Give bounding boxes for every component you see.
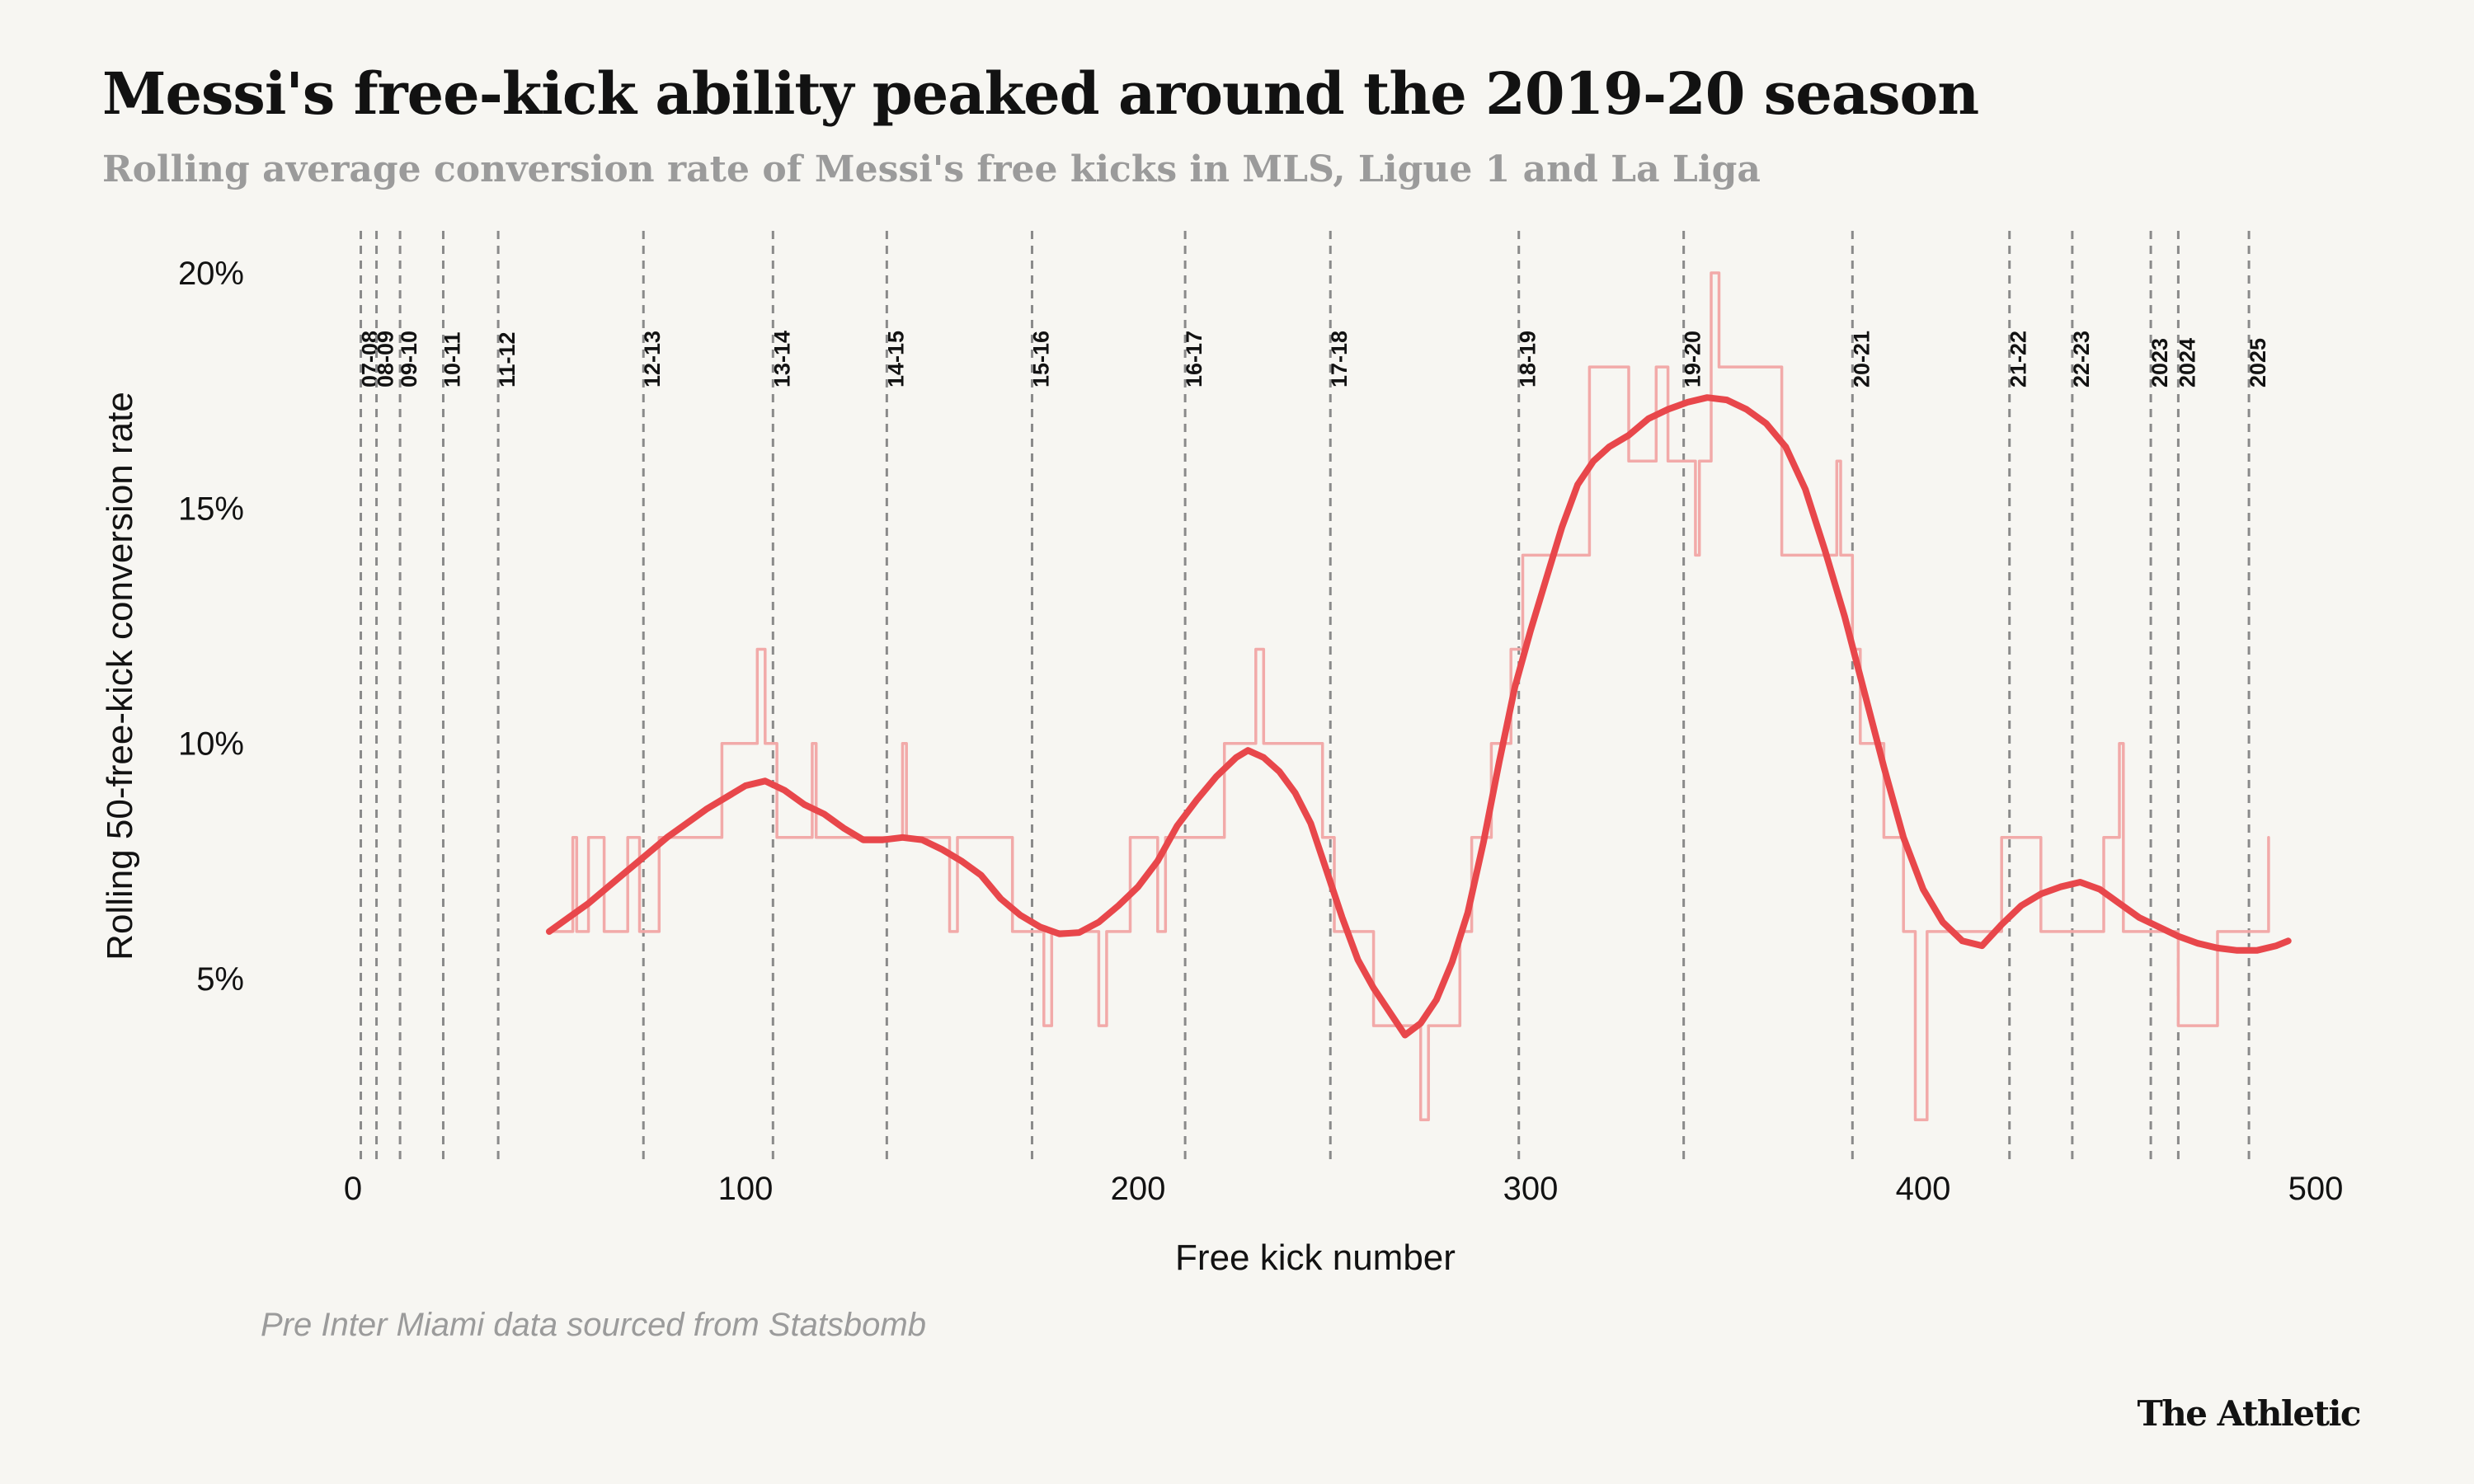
the-athletic-logo: The Athletic (2137, 1393, 2361, 1434)
source-note: Pre Inter Miami data sourced from Statsb… (261, 1307, 926, 1343)
x-tick-label: 500 (2288, 1171, 2344, 1207)
y-tick-label: 20% (178, 256, 244, 292)
season-label: 10-11 (440, 331, 464, 387)
smoothed-trend-line (546, 394, 2292, 1039)
season-label: 18-19 (1516, 331, 1540, 387)
y-axis-ticks: 5% 10% 15% 20% (178, 256, 244, 998)
x-axis-ticks: 0 100 200 300 400 500 (344, 1171, 2344, 1207)
season-label: 14-15 (883, 331, 908, 387)
chart-title: Messi's free-kick ability peaked around … (102, 59, 1979, 128)
season-label: 19-20 (1681, 331, 1705, 387)
season-label: 15-16 (1028, 331, 1053, 387)
season-label: 21-22 (2006, 331, 2031, 387)
chart-subtitle: Rolling average conversion rate of Messi… (102, 148, 1761, 190)
season-label: 12-13 (640, 331, 665, 387)
season-label: 08-09 (374, 331, 398, 387)
season-label: 20-21 (1849, 331, 1874, 387)
y-axis-label: Rolling 50-free-kick conversion rate (100, 392, 140, 960)
season-label: 13-14 (769, 331, 794, 387)
season-label: 2023 (2147, 338, 2172, 387)
season-label: 07-08 (358, 331, 383, 387)
season-label: 22-23 (2069, 331, 2094, 387)
x-tick-label: 200 (1111, 1171, 1166, 1207)
season-label: 09-10 (397, 331, 421, 387)
season-label: 2024 (2175, 338, 2199, 387)
x-tick-label: 0 (344, 1171, 362, 1207)
x-tick-label: 300 (1503, 1171, 1559, 1207)
season-label: 2025 (2246, 338, 2270, 387)
series-layer (546, 271, 2292, 1121)
y-tick-label: 15% (178, 491, 244, 527)
season-label: 17-18 (1327, 331, 1352, 387)
season-label: 16-17 (1182, 331, 1206, 387)
season-label: 11-12 (495, 331, 520, 387)
x-axis-label: Free kick number (1175, 1237, 1456, 1278)
x-tick-label: 100 (718, 1171, 774, 1207)
y-tick-label: 10% (178, 726, 244, 763)
x-tick-label: 400 (1896, 1171, 1951, 1207)
y-tick-label: 5% (196, 961, 244, 998)
